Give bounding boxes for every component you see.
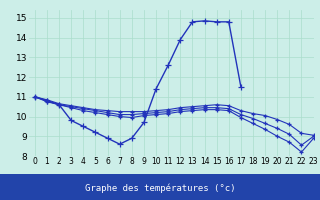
Text: Graphe des températures (°c): Graphe des températures (°c) [85, 184, 235, 193]
